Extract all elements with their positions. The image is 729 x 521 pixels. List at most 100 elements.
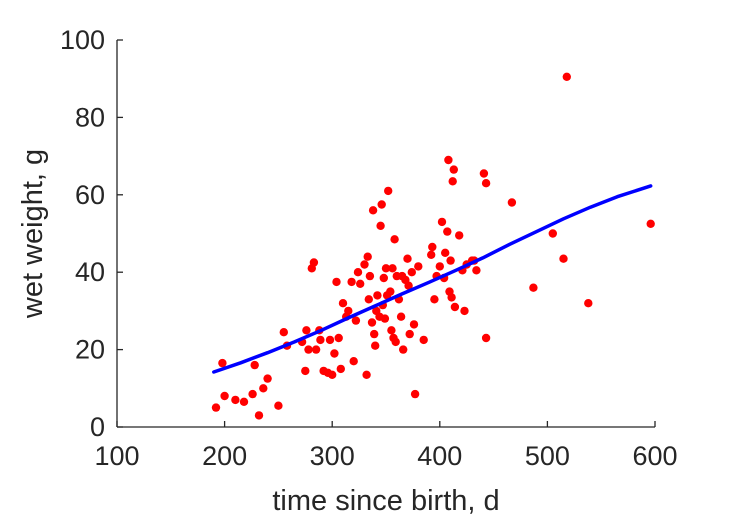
data-point <box>437 217 447 227</box>
data-point <box>263 374 272 383</box>
data-point <box>388 264 397 273</box>
data-point <box>211 403 221 412</box>
data-point <box>330 349 339 358</box>
data-point <box>407 268 416 277</box>
data-point <box>316 335 325 345</box>
data-point <box>444 155 453 165</box>
data-point <box>347 277 356 287</box>
data-point <box>562 72 571 82</box>
data-point <box>338 299 348 308</box>
fit-curve <box>212 184 653 374</box>
data-point <box>328 370 337 379</box>
y-tick-label: 20 <box>75 335 105 365</box>
data-point <box>428 242 437 252</box>
x-tick-label: 100 <box>94 441 139 471</box>
data-point <box>311 345 321 354</box>
y-tick-label: 60 <box>75 180 105 210</box>
data-point <box>351 316 361 325</box>
data-point <box>344 306 353 316</box>
y-tick-label: 100 <box>60 25 105 55</box>
data-point <box>481 179 491 188</box>
data-point <box>353 268 363 277</box>
data-point <box>404 281 413 290</box>
data-point <box>447 293 456 302</box>
data-point <box>304 345 313 354</box>
y-axis-label: wet weight, g <box>17 149 49 319</box>
data-point <box>403 254 412 263</box>
data-point <box>349 357 358 366</box>
data-point <box>481 333 491 343</box>
data-point <box>387 326 396 335</box>
x-tick-label: 600 <box>632 441 677 471</box>
data-point <box>368 206 378 215</box>
data-point <box>377 200 386 209</box>
data-point <box>548 229 557 238</box>
data-point <box>435 262 444 271</box>
data-point <box>414 262 423 271</box>
data-point <box>254 411 264 420</box>
data-point <box>384 186 393 196</box>
data-point <box>448 177 457 186</box>
data-point <box>274 401 283 410</box>
data-point <box>365 271 375 281</box>
data-point <box>419 335 428 345</box>
y-axis-ticks: 0 20 40 60 80 100 <box>60 25 123 442</box>
data-point <box>259 384 268 393</box>
data-point <box>325 335 335 345</box>
data-point <box>430 295 439 304</box>
data-point <box>390 235 399 244</box>
data-point <box>441 248 450 257</box>
data-point <box>301 366 310 376</box>
data-point <box>646 219 655 228</box>
data-point <box>559 254 568 263</box>
data-point <box>360 260 369 269</box>
data-point <box>446 256 455 265</box>
data-point <box>507 198 517 207</box>
data-point <box>309 258 319 267</box>
x-tick-label: 300 <box>310 441 355 471</box>
data-point <box>443 227 452 236</box>
x-tick-label: 400 <box>417 441 462 471</box>
data-point <box>472 266 481 275</box>
data-point <box>427 250 436 259</box>
data-point <box>231 395 240 405</box>
data-point <box>529 283 538 292</box>
data-point <box>376 221 385 230</box>
data-point <box>370 329 379 339</box>
data-point <box>248 389 257 399</box>
data-point <box>379 273 388 283</box>
data-point <box>479 169 489 178</box>
data-point <box>405 329 414 339</box>
data-point <box>220 391 229 401</box>
data-point <box>450 302 460 312</box>
data-point <box>396 312 406 321</box>
data-point <box>363 252 372 261</box>
y-tick-label: 80 <box>75 102 105 132</box>
data-point <box>332 277 341 287</box>
data-point <box>356 279 365 288</box>
x-axis-ticks: 100 200 300 400 500 600 <box>94 421 678 471</box>
data-point <box>455 231 464 240</box>
data-point <box>218 358 227 368</box>
y-tick-label: 0 <box>90 412 105 442</box>
data-point <box>381 264 391 273</box>
data-point <box>410 389 420 399</box>
data-point <box>302 326 311 335</box>
data-point <box>449 165 458 174</box>
x-tick-label: 200 <box>202 441 247 471</box>
data-point <box>336 364 345 374</box>
data-point <box>364 295 373 304</box>
data-point <box>371 341 380 350</box>
data-point <box>584 299 593 308</box>
axes <box>116 40 655 428</box>
data-point <box>279 328 288 337</box>
chart-marks <box>211 72 655 420</box>
data-point <box>409 320 419 329</box>
data-point <box>386 287 395 296</box>
data-point <box>239 397 249 406</box>
data-point <box>380 314 390 323</box>
data-point <box>399 345 408 354</box>
data-point <box>391 337 400 347</box>
data-point <box>334 333 343 343</box>
